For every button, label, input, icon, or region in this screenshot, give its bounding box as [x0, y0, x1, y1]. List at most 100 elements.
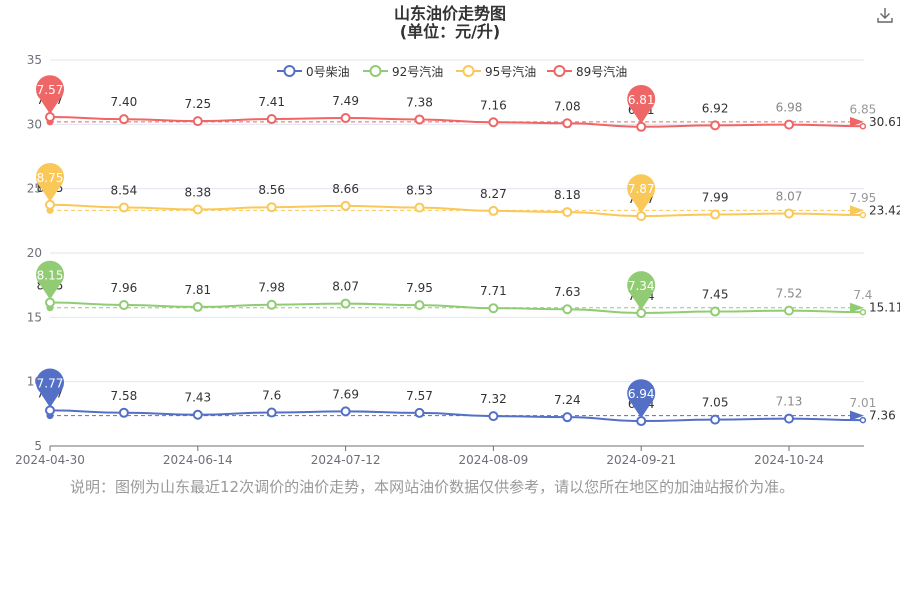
data-point — [859, 308, 867, 316]
min-marker-label: 7.34 — [628, 279, 655, 293]
max-marker — [36, 260, 65, 300]
data-label: 8.56 — [258, 183, 285, 197]
data-label: 7.16 — [480, 98, 507, 112]
x-tick-label: 2024-06-14 — [163, 453, 233, 467]
data-point — [488, 411, 499, 422]
data-label: 8.07 — [332, 280, 359, 294]
chart-title: 山东油价走势图 — [393, 4, 506, 23]
x-tick-label: 2024-09-21 — [606, 453, 676, 467]
legend-symbol — [369, 65, 382, 77]
data-label: 7.13 — [776, 395, 803, 409]
legend-label: 0号柴油 — [306, 65, 350, 79]
data-label: 7.58 — [111, 389, 138, 403]
max-marker-label: 8.75 — [37, 171, 64, 185]
download-icon[interactable] — [876, 6, 894, 24]
data-point — [414, 407, 425, 418]
series-line — [49, 115, 863, 128]
data-point — [784, 208, 794, 219]
data-label: 6.92 — [702, 101, 729, 115]
data-point — [562, 304, 573, 315]
y-tick-label: 35 — [27, 53, 42, 67]
average-label: 15.11 — [869, 301, 900, 315]
data-label: 8.54 — [111, 183, 138, 197]
y-tick-label: 20 — [27, 246, 42, 260]
data-label: 7.99 — [702, 191, 729, 205]
data-point — [562, 118, 573, 129]
data-point — [45, 405, 55, 416]
data-label: 7.81 — [184, 283, 211, 297]
data-point — [859, 416, 867, 424]
data-label: 6.85 — [850, 102, 877, 116]
legend-item[interactable]: 92号汽油 — [363, 64, 443, 79]
data-label: 8.27 — [480, 187, 507, 201]
data-label: 7.6 — [262, 389, 281, 403]
series-line — [49, 203, 863, 218]
legend-item[interactable]: 89号汽油 — [547, 64, 627, 79]
data-point — [710, 209, 721, 220]
legend-item[interactable]: 95号汽油 — [456, 64, 536, 79]
data-point — [784, 413, 794, 424]
data-point — [488, 117, 499, 128]
x-tick-label: 2024-04-30 — [15, 453, 85, 467]
data-label: 7.95 — [406, 281, 433, 295]
x-tick-label: 2024-07-12 — [311, 453, 381, 467]
series-line — [49, 301, 863, 314]
data-label: 7.45 — [702, 288, 729, 302]
max-marker — [36, 75, 65, 114]
data-label: 7.95 — [850, 191, 877, 205]
data-point — [710, 414, 721, 425]
y-tick-label: 25 — [27, 182, 42, 196]
data-point — [118, 299, 129, 310]
min-marker — [627, 174, 656, 214]
data-point — [340, 298, 351, 309]
average-arrow — [850, 205, 864, 216]
legend-label: 95号汽油 — [485, 64, 536, 79]
series-line — [49, 409, 863, 423]
data-point — [340, 406, 351, 417]
series-95号汽油: 23.42 8.75 8.54 8.38 8.56 8.66 8.53 8.27 8.18 7.8… — [36, 162, 900, 222]
data-point — [266, 202, 277, 213]
data-label: 8.53 — [406, 184, 433, 198]
data-point — [488, 303, 499, 314]
x-tick-label: 2024-10-24 — [754, 453, 824, 467]
data-label: 7.49 — [332, 94, 359, 108]
data-label: 7.25 — [184, 97, 211, 111]
average-label: 23.42 — [869, 203, 900, 217]
legend-item[interactable]: 0号柴油 — [277, 65, 350, 79]
data-label: 7.08 — [554, 99, 581, 113]
data-point — [340, 113, 351, 124]
min-marker — [627, 271, 656, 310]
data-label: 7.01 — [850, 396, 877, 410]
average-arrow — [850, 302, 864, 313]
data-point — [266, 299, 277, 310]
data-label: 7.57 — [406, 389, 433, 403]
series-0号柴油: 7.36 7.77 7.58 7.43 7.6 7.69 7.57 7.32 7.24 6.94 7… — [36, 368, 896, 427]
data-point — [266, 114, 277, 125]
data-point — [784, 119, 794, 130]
data-point — [414, 300, 425, 311]
y-tick-label: 30 — [27, 117, 42, 131]
data-point — [562, 207, 573, 218]
data-point — [636, 416, 647, 427]
data-point — [636, 211, 647, 222]
x-tick-label: 2024-08-09 — [459, 453, 529, 467]
data-label: 7.43 — [184, 391, 211, 405]
legend-symbol — [462, 65, 475, 77]
data-point — [859, 211, 867, 219]
chart-subtitle: (单位：元/升) — [399, 22, 501, 41]
data-point — [636, 307, 647, 318]
data-label: 7.05 — [702, 396, 729, 410]
min-marker — [627, 379, 656, 419]
max-marker-label: 7.57 — [37, 83, 64, 97]
data-point — [340, 200, 351, 211]
data-label: 7.63 — [554, 285, 581, 299]
average-arrow — [850, 410, 864, 421]
data-label: 7.71 — [480, 284, 507, 298]
data-point — [118, 407, 129, 418]
average-label: 7.36 — [869, 409, 896, 423]
data-label: 8.38 — [184, 186, 211, 200]
data-point — [45, 199, 55, 210]
y-tick-label: 15 — [27, 310, 42, 324]
data-label: 7.40 — [111, 95, 138, 109]
data-point — [192, 204, 203, 215]
